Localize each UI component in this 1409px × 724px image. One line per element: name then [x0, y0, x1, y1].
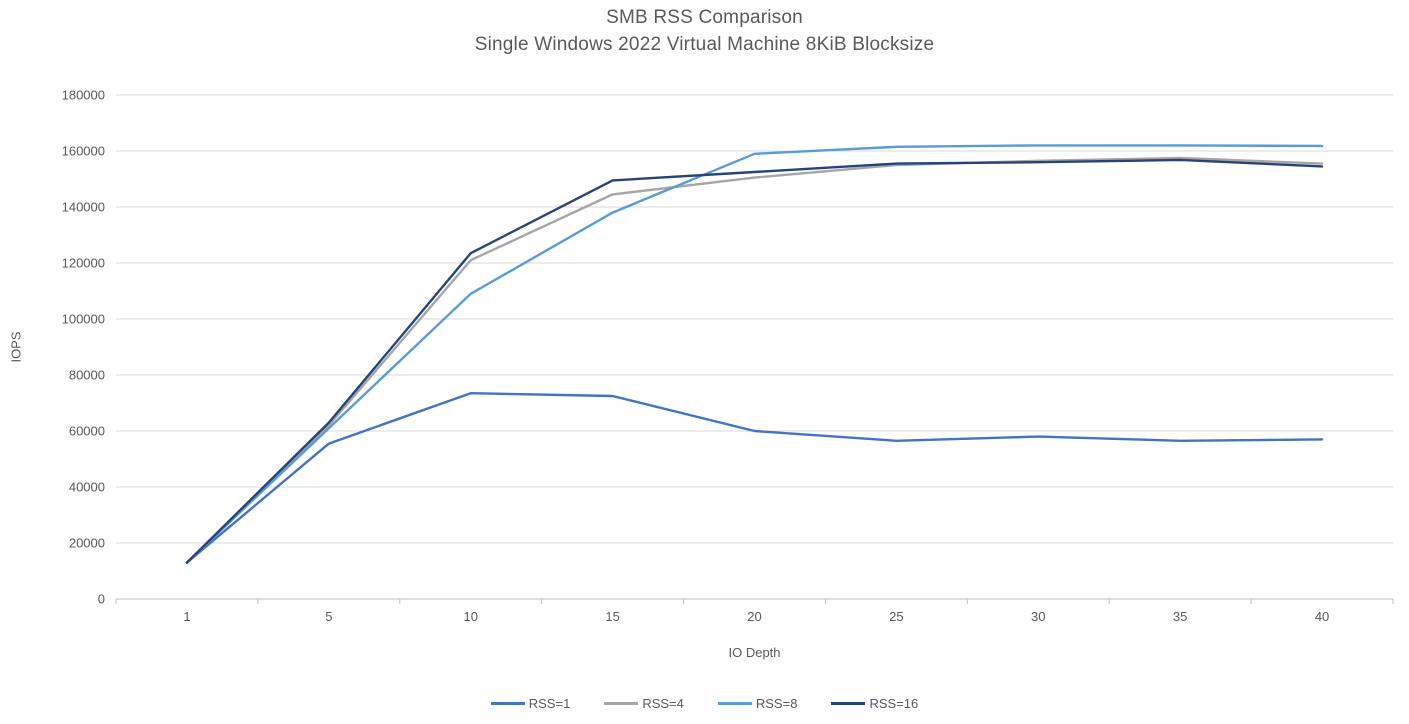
y-tick-label: 140000 [62, 200, 105, 215]
x-tick-label: 1 [183, 609, 190, 624]
legend-label-rss-1: RSS=1 [528, 696, 571, 711]
legend-label-rss-16: RSS=16 [869, 696, 919, 711]
x-tick-label: 30 [1031, 609, 1045, 624]
y-tick-label: 180000 [62, 88, 105, 103]
x-axis-title: IO Depth [728, 645, 781, 660]
legend-item-rss-8: RSS=8 [717, 696, 798, 711]
x-tick-label: 40 [1315, 609, 1329, 624]
x-tick-label: 35 [1173, 609, 1187, 624]
chart-subtitle: Single Windows 2022 Virtual Machine 8KiB… [474, 34, 935, 55]
legend-line-swatch-rss-1 [490, 702, 525, 705]
legend-item-rss-4: RSS=4 [604, 696, 684, 711]
x-tick-label: 5 [325, 609, 332, 624]
x-tick-label: 25 [889, 609, 903, 624]
y-tick-label: 0 [98, 592, 105, 607]
legend-line-swatch-rss-4 [604, 702, 639, 705]
x-tick-label: 15 [605, 609, 619, 624]
y-tick-label: 100000 [62, 312, 105, 327]
y-tick-label: 80000 [69, 368, 105, 383]
chart-title: SMB RSS Comparison [606, 7, 803, 28]
chart-legend: RSS=1 RSS=4 RSS=8 RSS=16 [0, 696, 1409, 711]
legend-label-rss-8: RSS=8 [755, 696, 798, 711]
x-tick-label: 10 [463, 609, 477, 624]
y-tick-label: 40000 [69, 480, 105, 495]
legend-line-swatch-rss-8 [717, 702, 752, 705]
y-tick-label: 120000 [62, 256, 105, 271]
legend-item-rss-16: RSS=16 [831, 696, 918, 711]
series-line-RSS=1 [185, 392, 1324, 564]
legend-line-swatch-rss-16 [831, 702, 866, 705]
y-tick-label: 160000 [62, 144, 105, 159]
series-line-RSS=16 [185, 158, 1324, 564]
legend-label-rss-4: RSS=4 [642, 696, 684, 711]
series-line-RSS=8 [185, 144, 1324, 564]
series-line-RSS=4 [185, 156, 1324, 564]
legend-item-rss-1: RSS=1 [490, 696, 571, 711]
x-tick-label: 20 [747, 609, 761, 624]
y-tick-label: 60000 [69, 424, 105, 439]
y-tick-label: 20000 [69, 536, 105, 551]
